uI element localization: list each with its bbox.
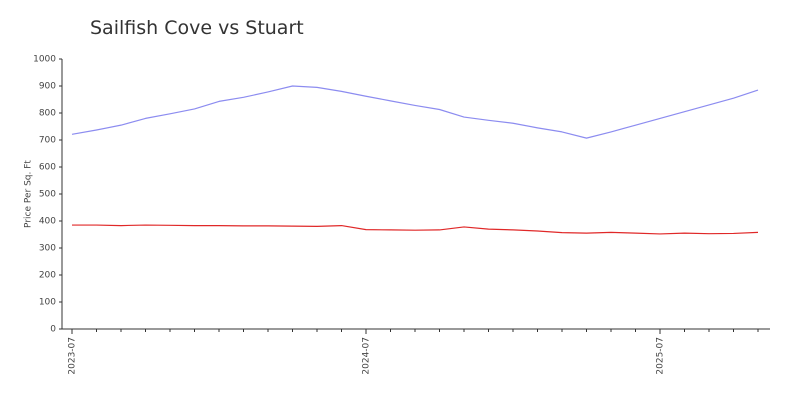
series-line: [72, 224, 759, 235]
y-axis-label: Price Per Sq. Ft: [24, 160, 34, 228]
y-tick-label: 400: [39, 217, 56, 227]
chart-title: Sailfish Cove vs Stuart: [90, 17, 304, 39]
y-tick-label: 800: [39, 109, 56, 119]
y-tick-label: 600: [39, 163, 56, 173]
y-tick-label: 0: [50, 325, 56, 335]
x-tick-label: 2023-07: [68, 337, 78, 375]
y-tick-label: 300: [39, 244, 56, 254]
y-tick-label: 200: [39, 271, 56, 281]
y-tick-label: 900: [39, 82, 56, 92]
y-tick-label: 100: [39, 298, 56, 308]
y-tick-label: 500: [39, 190, 56, 200]
y-tick-label: 1000: [33, 55, 56, 65]
x-tick-label: 2024-07: [362, 337, 372, 375]
y-tick-label: 700: [39, 136, 56, 146]
x-tick-label: 2025-07: [656, 337, 666, 375]
series-line: [71, 85, 759, 139]
